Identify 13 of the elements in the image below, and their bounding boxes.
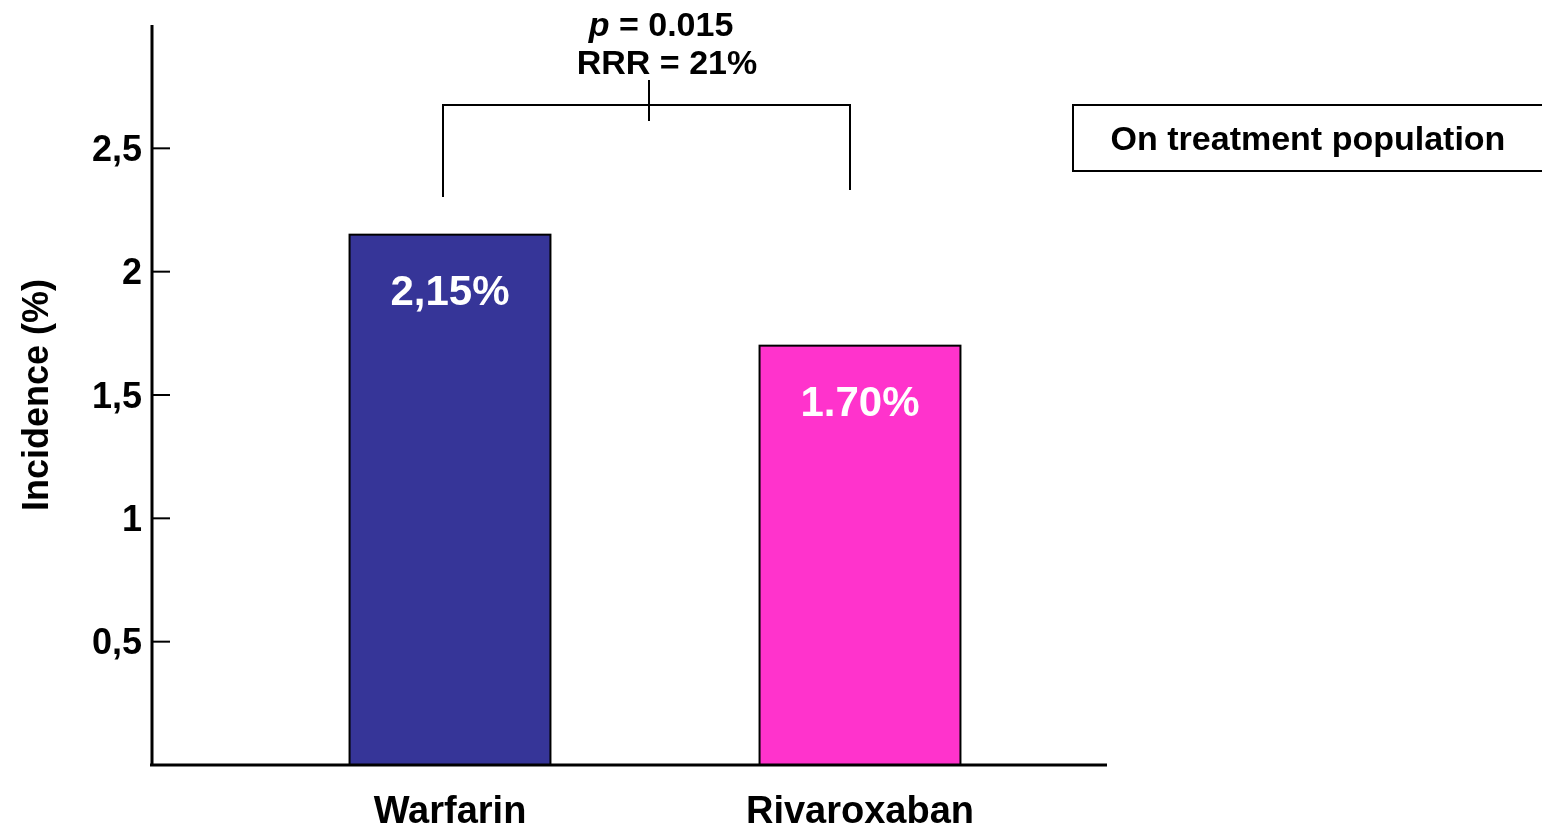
x-tick-label: Warfarin — [373, 789, 527, 830]
y-tick-label: 1 — [121, 497, 142, 539]
y-tick-label: 1,5 — [91, 374, 142, 416]
annotation: p = 0.015 — [587, 5, 734, 43]
y-tick-label: 2 — [121, 251, 142, 293]
data-label: 1.70% — [800, 377, 920, 425]
x-tick-label: Rivaroxaban — [745, 789, 975, 830]
y-tick-label: 2,5 — [91, 127, 142, 169]
annotation: RRR = 21% — [576, 43, 758, 81]
data-label: 2,15% — [390, 266, 510, 314]
y-tick-label: 0,5 — [91, 621, 142, 663]
y-axis-title: Incidence (%) — [15, 278, 56, 512]
text: On treatment population — [1110, 118, 1506, 157]
